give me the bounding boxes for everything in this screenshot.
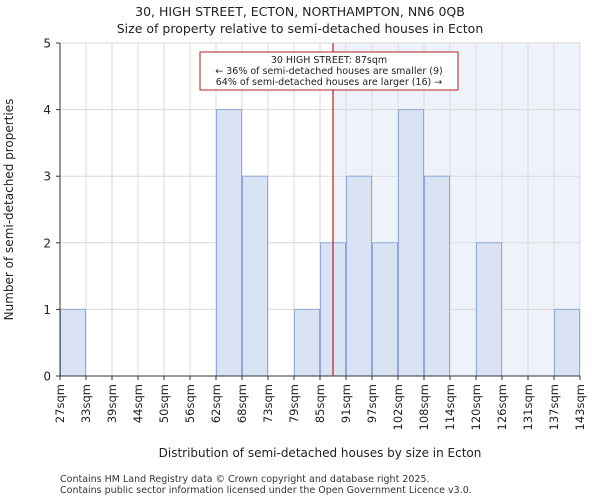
y-tick-label: 1 [43,303,51,317]
x-tick-label: 131sqm [521,384,535,430]
x-tick-label: 50sqm [157,384,171,423]
y-tick-label: 4 [43,103,51,117]
x-tick-label: 85sqm [313,384,327,423]
chart-subtitle: Size of property relative to semi-detach… [116,21,484,36]
x-tick-label: 73sqm [261,384,275,423]
x-tick-label: 102sqm [391,384,405,430]
chart-title: 30, HIGH STREET, ECTON, NORTHAMPTON, NN6… [135,4,465,19]
histogram-bar [476,242,502,377]
y-tick-label: 2 [43,236,51,250]
x-tick-label: 44sqm [131,384,145,423]
histogram-bar [216,109,242,377]
histogram-bar [372,242,398,377]
annotation-larger: 64% of semi-detached houses are larger (… [216,77,443,88]
x-tick-label: 114sqm [443,384,457,430]
histogram-bar [294,308,320,377]
histogram-bar [242,175,268,377]
y-tick-label: 3 [43,170,51,184]
x-tick-label: 79sqm [287,384,301,423]
annotation-smaller: ← 36% of semi-detached houses are smalle… [215,66,443,77]
x-tick-label: 108sqm [417,384,431,430]
x-tick-label: 143sqm [573,384,587,430]
footer-attribution-2: Contains public sector information licen… [60,485,472,496]
y-tick-label: 0 [43,370,51,384]
x-tick-label: 97sqm [365,384,379,423]
x-tick-label: 137sqm [547,384,561,430]
x-tick-label: 62sqm [209,384,223,423]
annotation-title: 30 HIGH STREET: 87sqm [271,55,387,66]
x-tick-label: 126sqm [495,384,509,430]
x-tick-label: 33sqm [79,384,93,423]
histogram-bar [554,308,580,377]
y-axis-title: Number of semi-detached properties [2,99,16,321]
footer-attribution-1: Contains HM Land Registry data © Crown c… [60,474,430,485]
x-tick-label: 27sqm [53,384,67,423]
histogram-bar [60,308,86,377]
annotation-box [199,51,459,91]
x-axis-title: Distribution of semi-detached houses by … [159,446,482,460]
histogram-chart: 30 HIGH STREET: 87sqm← 36% of semi-detac… [2,37,587,461]
histogram-bar [398,109,424,377]
x-tick-label: 56sqm [183,384,197,423]
x-tick-label: 68sqm [235,384,249,423]
x-tick-label: 91sqm [339,384,353,423]
histogram-bar [346,175,372,377]
y-tick-label: 5 [43,37,51,51]
histogram-bar [424,175,450,377]
x-tick-label: 39sqm [105,384,119,423]
x-tick-label: 120sqm [469,384,483,430]
